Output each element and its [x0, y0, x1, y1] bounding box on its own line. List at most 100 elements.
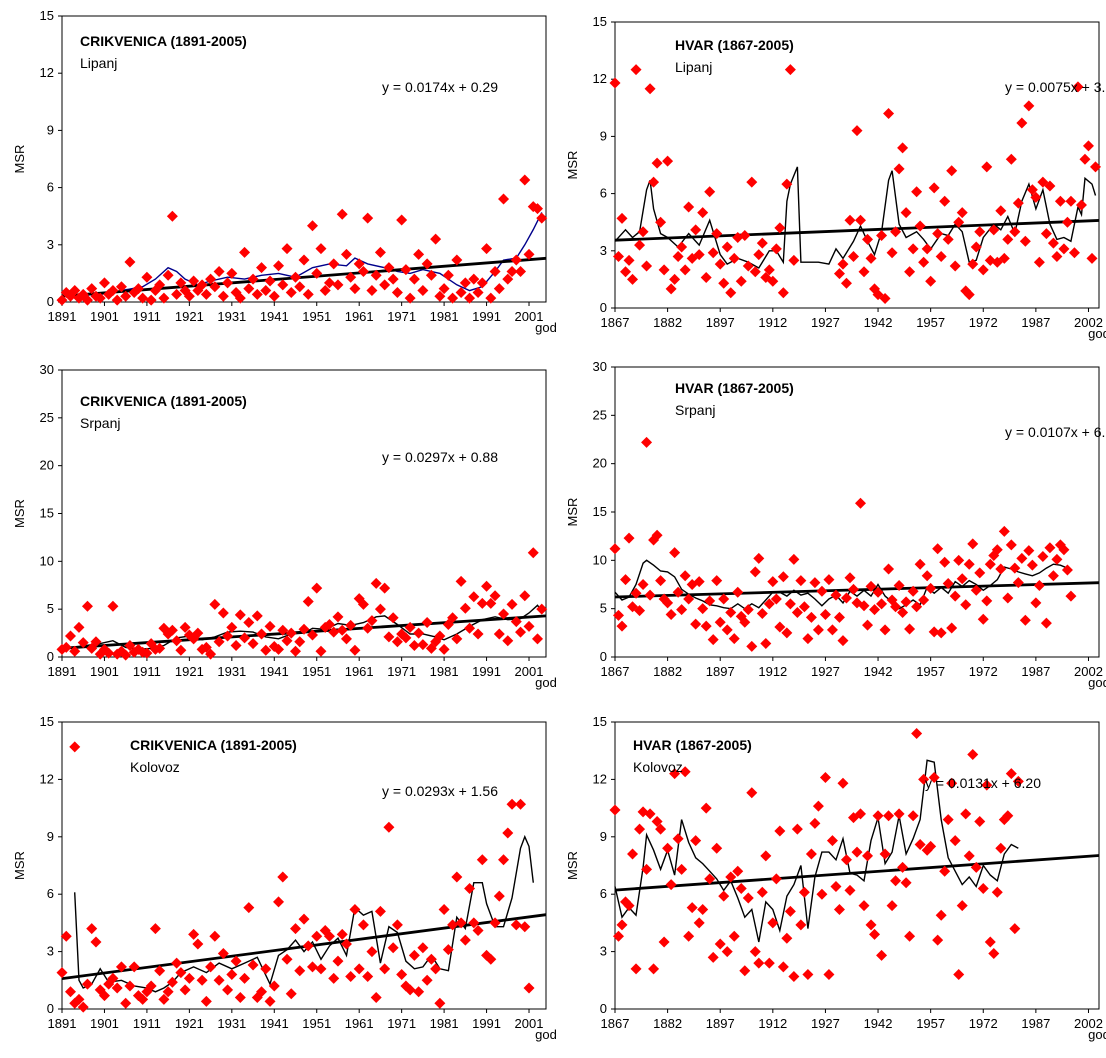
data-point: [918, 256, 930, 268]
data-point: [869, 928, 881, 940]
data-point: [609, 804, 621, 816]
data-point: [998, 525, 1010, 537]
data-point: [315, 963, 327, 975]
data-point: [234, 292, 246, 304]
data-point: [281, 243, 293, 255]
data-point: [73, 993, 85, 1005]
data-point: [408, 949, 420, 961]
x-tick-label: 1941: [260, 1016, 289, 1031]
data-point: [735, 882, 747, 894]
data-point: [753, 957, 765, 969]
data-point: [781, 932, 793, 944]
data-point: [879, 624, 891, 636]
data-point: [949, 260, 961, 272]
data-point: [718, 593, 730, 605]
data-point: [162, 269, 174, 281]
data-point: [662, 842, 674, 854]
data-point: [823, 969, 835, 981]
data-point: [826, 835, 838, 847]
data-point: [658, 936, 670, 948]
x-tick-label: 2001: [515, 309, 544, 324]
data-point: [977, 882, 989, 894]
data-point: [230, 640, 242, 652]
data-point: [103, 647, 115, 659]
data-point: [264, 275, 276, 287]
data-point: [739, 965, 751, 977]
data-point: [192, 938, 204, 950]
data-point: [311, 582, 323, 594]
y-tick-label: 15: [593, 14, 607, 29]
data-point: [676, 604, 688, 616]
data-point: [1030, 597, 1042, 609]
data-point: [277, 279, 289, 291]
data-point: [844, 572, 856, 584]
data-point: [837, 777, 849, 789]
data-point: [81, 294, 93, 306]
chart-subtitle: Srpanj: [80, 415, 120, 431]
data-point: [1019, 614, 1031, 626]
trend-line: [614, 854, 1100, 892]
data-point: [472, 286, 484, 298]
data-point: [1026, 559, 1038, 571]
data-point: [1061, 216, 1073, 228]
data-point: [777, 287, 789, 299]
data-point: [1005, 768, 1017, 780]
x-tick-label: 1901: [90, 309, 119, 324]
data-point: [1089, 161, 1101, 173]
data-point: [921, 570, 933, 582]
x-tick-label: 1921: [175, 664, 204, 679]
data-point: [69, 645, 81, 657]
data-point: [819, 771, 831, 783]
data-point: [323, 618, 335, 630]
data-point: [911, 727, 923, 739]
data-point: [840, 277, 852, 289]
data-point: [1033, 256, 1045, 268]
data-point: [306, 220, 318, 232]
data-point: [900, 596, 912, 608]
data-point: [379, 582, 391, 594]
data-point: [413, 627, 425, 639]
data-point: [132, 990, 144, 1002]
data-point: [328, 258, 340, 270]
data-point: [616, 620, 628, 632]
chart-subtitle: Srpanj: [675, 402, 715, 418]
data-point: [788, 553, 800, 565]
data-point: [442, 944, 454, 956]
data-point: [770, 873, 782, 885]
data-point: [387, 273, 399, 285]
data-point: [721, 624, 733, 636]
data-point: [141, 647, 153, 659]
data-point: [498, 608, 510, 620]
data-point: [872, 586, 884, 598]
data-point: [430, 963, 442, 975]
data-point: [302, 288, 314, 300]
data-point: [886, 247, 898, 259]
data-point: [481, 580, 493, 592]
data-point: [510, 254, 522, 266]
data-point: [728, 633, 740, 645]
data-point: [510, 919, 522, 931]
chart-panel-1: 0 3 6 9 12 15 1891 1901 1911 1921 1931 1941 1951 1961…: [12, 8, 557, 335]
data-point: [438, 283, 450, 295]
data-point: [400, 632, 412, 644]
data-point: [362, 622, 374, 634]
data-point: [749, 566, 761, 578]
data-point: [323, 930, 335, 942]
data-point: [306, 961, 318, 973]
data-point: [111, 294, 123, 306]
data-point: [784, 905, 796, 917]
data-point: [111, 982, 123, 994]
y-tick-label: 6: [47, 886, 54, 901]
data-point: [732, 865, 744, 877]
data-point: [879, 292, 891, 304]
data-point: [154, 965, 166, 977]
data-point: [791, 607, 803, 619]
y-tick-label: 0: [600, 649, 607, 664]
data-point: [166, 624, 178, 636]
data-point: [774, 222, 786, 234]
x-tick-label: 1867: [601, 315, 630, 330]
data-point: [826, 624, 838, 636]
data-point: [137, 292, 149, 304]
data-point: [175, 277, 187, 289]
data-point: [735, 610, 747, 622]
